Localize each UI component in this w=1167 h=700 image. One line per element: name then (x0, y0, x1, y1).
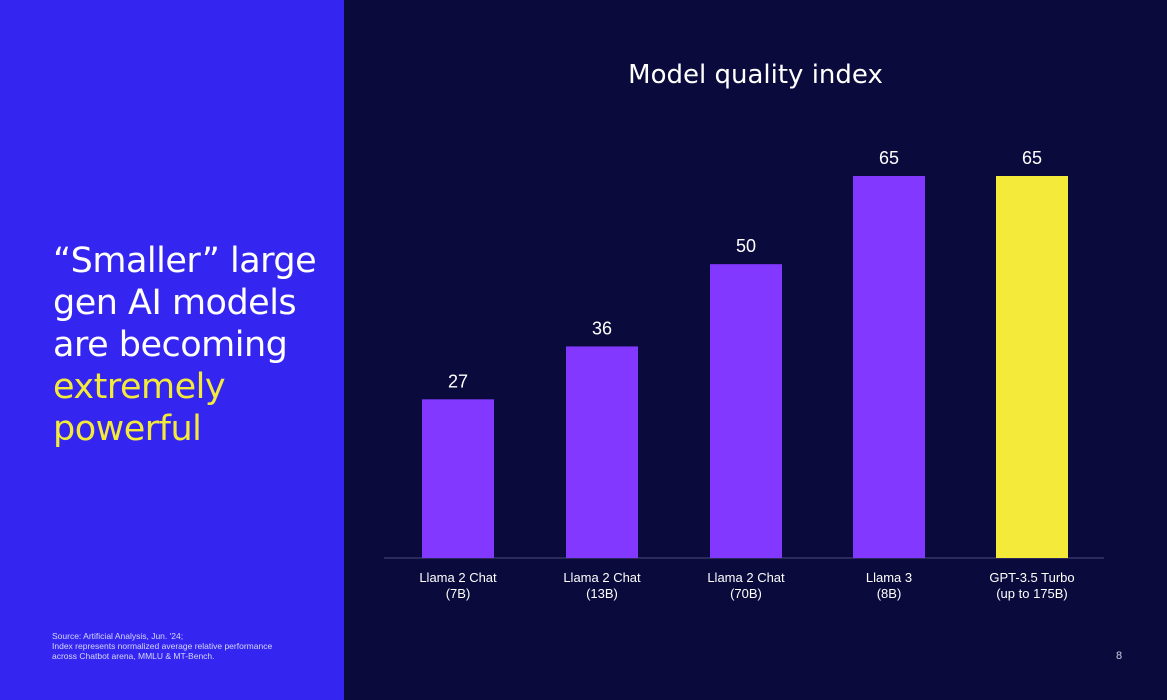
headline-line-2: gen AI models (53, 283, 297, 323)
category-label: (13B) (586, 586, 618, 601)
source-note-line-2: Index represents normalized average rela… (52, 641, 273, 651)
data-label: 65 (879, 148, 899, 168)
bar (710, 264, 782, 558)
category-label: Llama 2 Chat (707, 570, 785, 585)
data-label: 50 (736, 236, 756, 256)
source-note: Source: Artificial Analysis, Jun. '24; I… (52, 631, 332, 661)
data-label: 27 (448, 371, 468, 391)
category-label: (8B) (877, 586, 902, 601)
headline-line-1: “Smaller” large (53, 241, 317, 281)
category-label: Llama 2 Chat (563, 570, 641, 585)
category-label: (up to 175B) (996, 586, 1068, 601)
source-note-line-1: Source: Artificial Analysis, Jun. '24; (52, 631, 184, 641)
bar (566, 346, 638, 558)
category-label: (7B) (446, 586, 471, 601)
left-panel (0, 0, 344, 700)
category-label: Llama 3 (866, 570, 912, 585)
bar (422, 399, 494, 558)
headline-line-3: are becoming (53, 325, 288, 365)
category-label: Llama 2 Chat (419, 570, 497, 585)
category-label: (70B) (730, 586, 762, 601)
chart-title: Model quality index (628, 60, 883, 90)
bar (996, 176, 1068, 558)
headline-highlight-1: extremely (53, 367, 226, 407)
headline: “Smaller” large gen AI models are becomi… (53, 240, 343, 450)
data-label: 36 (592, 318, 612, 338)
data-label: 65 (1022, 148, 1042, 168)
page-number: 8 (1116, 650, 1123, 662)
source-note-line-3: across Chatbot arena, MMLU & MT-Bench. (52, 651, 215, 661)
headline-highlight-2: powerful (53, 409, 202, 449)
bar (853, 176, 925, 558)
category-label: GPT-3.5 Turbo (989, 570, 1074, 585)
